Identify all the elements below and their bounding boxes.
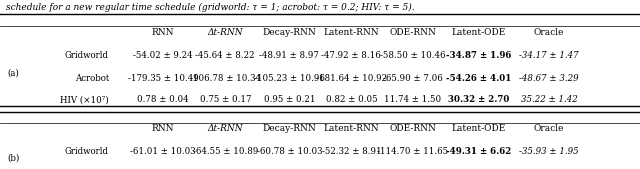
Text: (b): (b)	[8, 154, 20, 163]
Text: HIV (×10⁷): HIV (×10⁷)	[60, 95, 109, 104]
Text: -64.55 ± 10.89: -64.55 ± 10.89	[193, 147, 258, 156]
Text: Latent-RNN: Latent-RNN	[324, 28, 379, 37]
Text: -179.35 ± 10.49: -179.35 ± 10.49	[128, 74, 198, 82]
Text: -181.64 ± 10.92: -181.64 ± 10.92	[316, 74, 387, 82]
Text: -47.92 ± 8.16: -47.92 ± 8.16	[321, 51, 381, 60]
Text: Acrobot: Acrobot	[74, 74, 109, 82]
Text: ODE-RNN: ODE-RNN	[389, 28, 436, 37]
Text: -65.90 ± 7.06: -65.90 ± 7.06	[383, 74, 443, 82]
Text: Latent-ODE: Latent-ODE	[452, 124, 506, 133]
Text: -48.91 ± 8.97: -48.91 ± 8.97	[259, 51, 319, 60]
Text: -34.17 ± 1.47: -34.17 ± 1.47	[519, 51, 579, 60]
Text: -58.50 ± 10.46: -58.50 ± 10.46	[380, 51, 445, 60]
Text: Δt-RNN: Δt-RNN	[207, 124, 243, 133]
Text: Latent-ODE: Latent-ODE	[452, 28, 506, 37]
Text: Oracle: Oracle	[534, 28, 564, 37]
Text: 0.78 ± 0.04: 0.78 ± 0.04	[138, 95, 189, 104]
Text: RNN: RNN	[152, 28, 175, 37]
Text: (a): (a)	[8, 68, 20, 78]
Text: Gridworld: Gridworld	[65, 51, 109, 60]
Text: 11.74 ± 1.50: 11.74 ± 1.50	[384, 95, 442, 104]
Text: Decay-RNN: Decay-RNN	[262, 124, 316, 133]
Text: Latent-RNN: Latent-RNN	[324, 124, 379, 133]
Text: -34.87 ± 1.96: -34.87 ± 1.96	[446, 51, 511, 60]
Text: 35.22 ± 1.42: 35.22 ± 1.42	[521, 95, 577, 104]
Text: RNN: RNN	[152, 124, 175, 133]
Text: ODE-RNN: ODE-RNN	[389, 124, 436, 133]
Text: 30.32 ± 2.70: 30.32 ± 2.70	[448, 95, 509, 104]
Text: -52.32 ± 8.91: -52.32 ± 8.91	[321, 147, 381, 156]
Text: -105.23 ± 10.96: -105.23 ± 10.96	[254, 74, 324, 82]
Text: -106.78 ± 10.34: -106.78 ± 10.34	[190, 74, 260, 82]
Text: Oracle: Oracle	[534, 124, 564, 133]
Text: -35.93 ± 1.95: -35.93 ± 1.95	[519, 147, 579, 156]
Text: schedule for a new regular time schedule (gridworld: τ = 1; acrobot: τ = 0.2; HI: schedule for a new regular time schedule…	[6, 3, 415, 12]
Text: Decay-RNN: Decay-RNN	[262, 28, 316, 37]
Text: -45.64 ± 8.22: -45.64 ± 8.22	[195, 51, 255, 60]
Text: -54.26 ± 4.01: -54.26 ± 4.01	[446, 74, 511, 82]
Text: 0.95 ± 0.21: 0.95 ± 0.21	[264, 95, 315, 104]
Text: Gridworld: Gridworld	[65, 147, 109, 156]
Text: -60.78 ± 10.03: -60.78 ± 10.03	[257, 147, 322, 156]
Text: -49.31 ± 6.62: -49.31 ± 6.62	[446, 147, 511, 156]
Text: -48.67 ± 3.29: -48.67 ± 3.29	[519, 74, 579, 82]
Text: Δt-RNN: Δt-RNN	[207, 28, 243, 37]
Text: -54.02 ± 9.24: -54.02 ± 9.24	[133, 51, 193, 60]
Text: 0.75 ± 0.17: 0.75 ± 0.17	[200, 95, 251, 104]
Text: -61.01 ± 10.03: -61.01 ± 10.03	[131, 147, 196, 156]
Text: 0.82 ± 0.05: 0.82 ± 0.05	[326, 95, 377, 104]
Text: -114.70 ± 11.65: -114.70 ± 11.65	[377, 147, 449, 156]
